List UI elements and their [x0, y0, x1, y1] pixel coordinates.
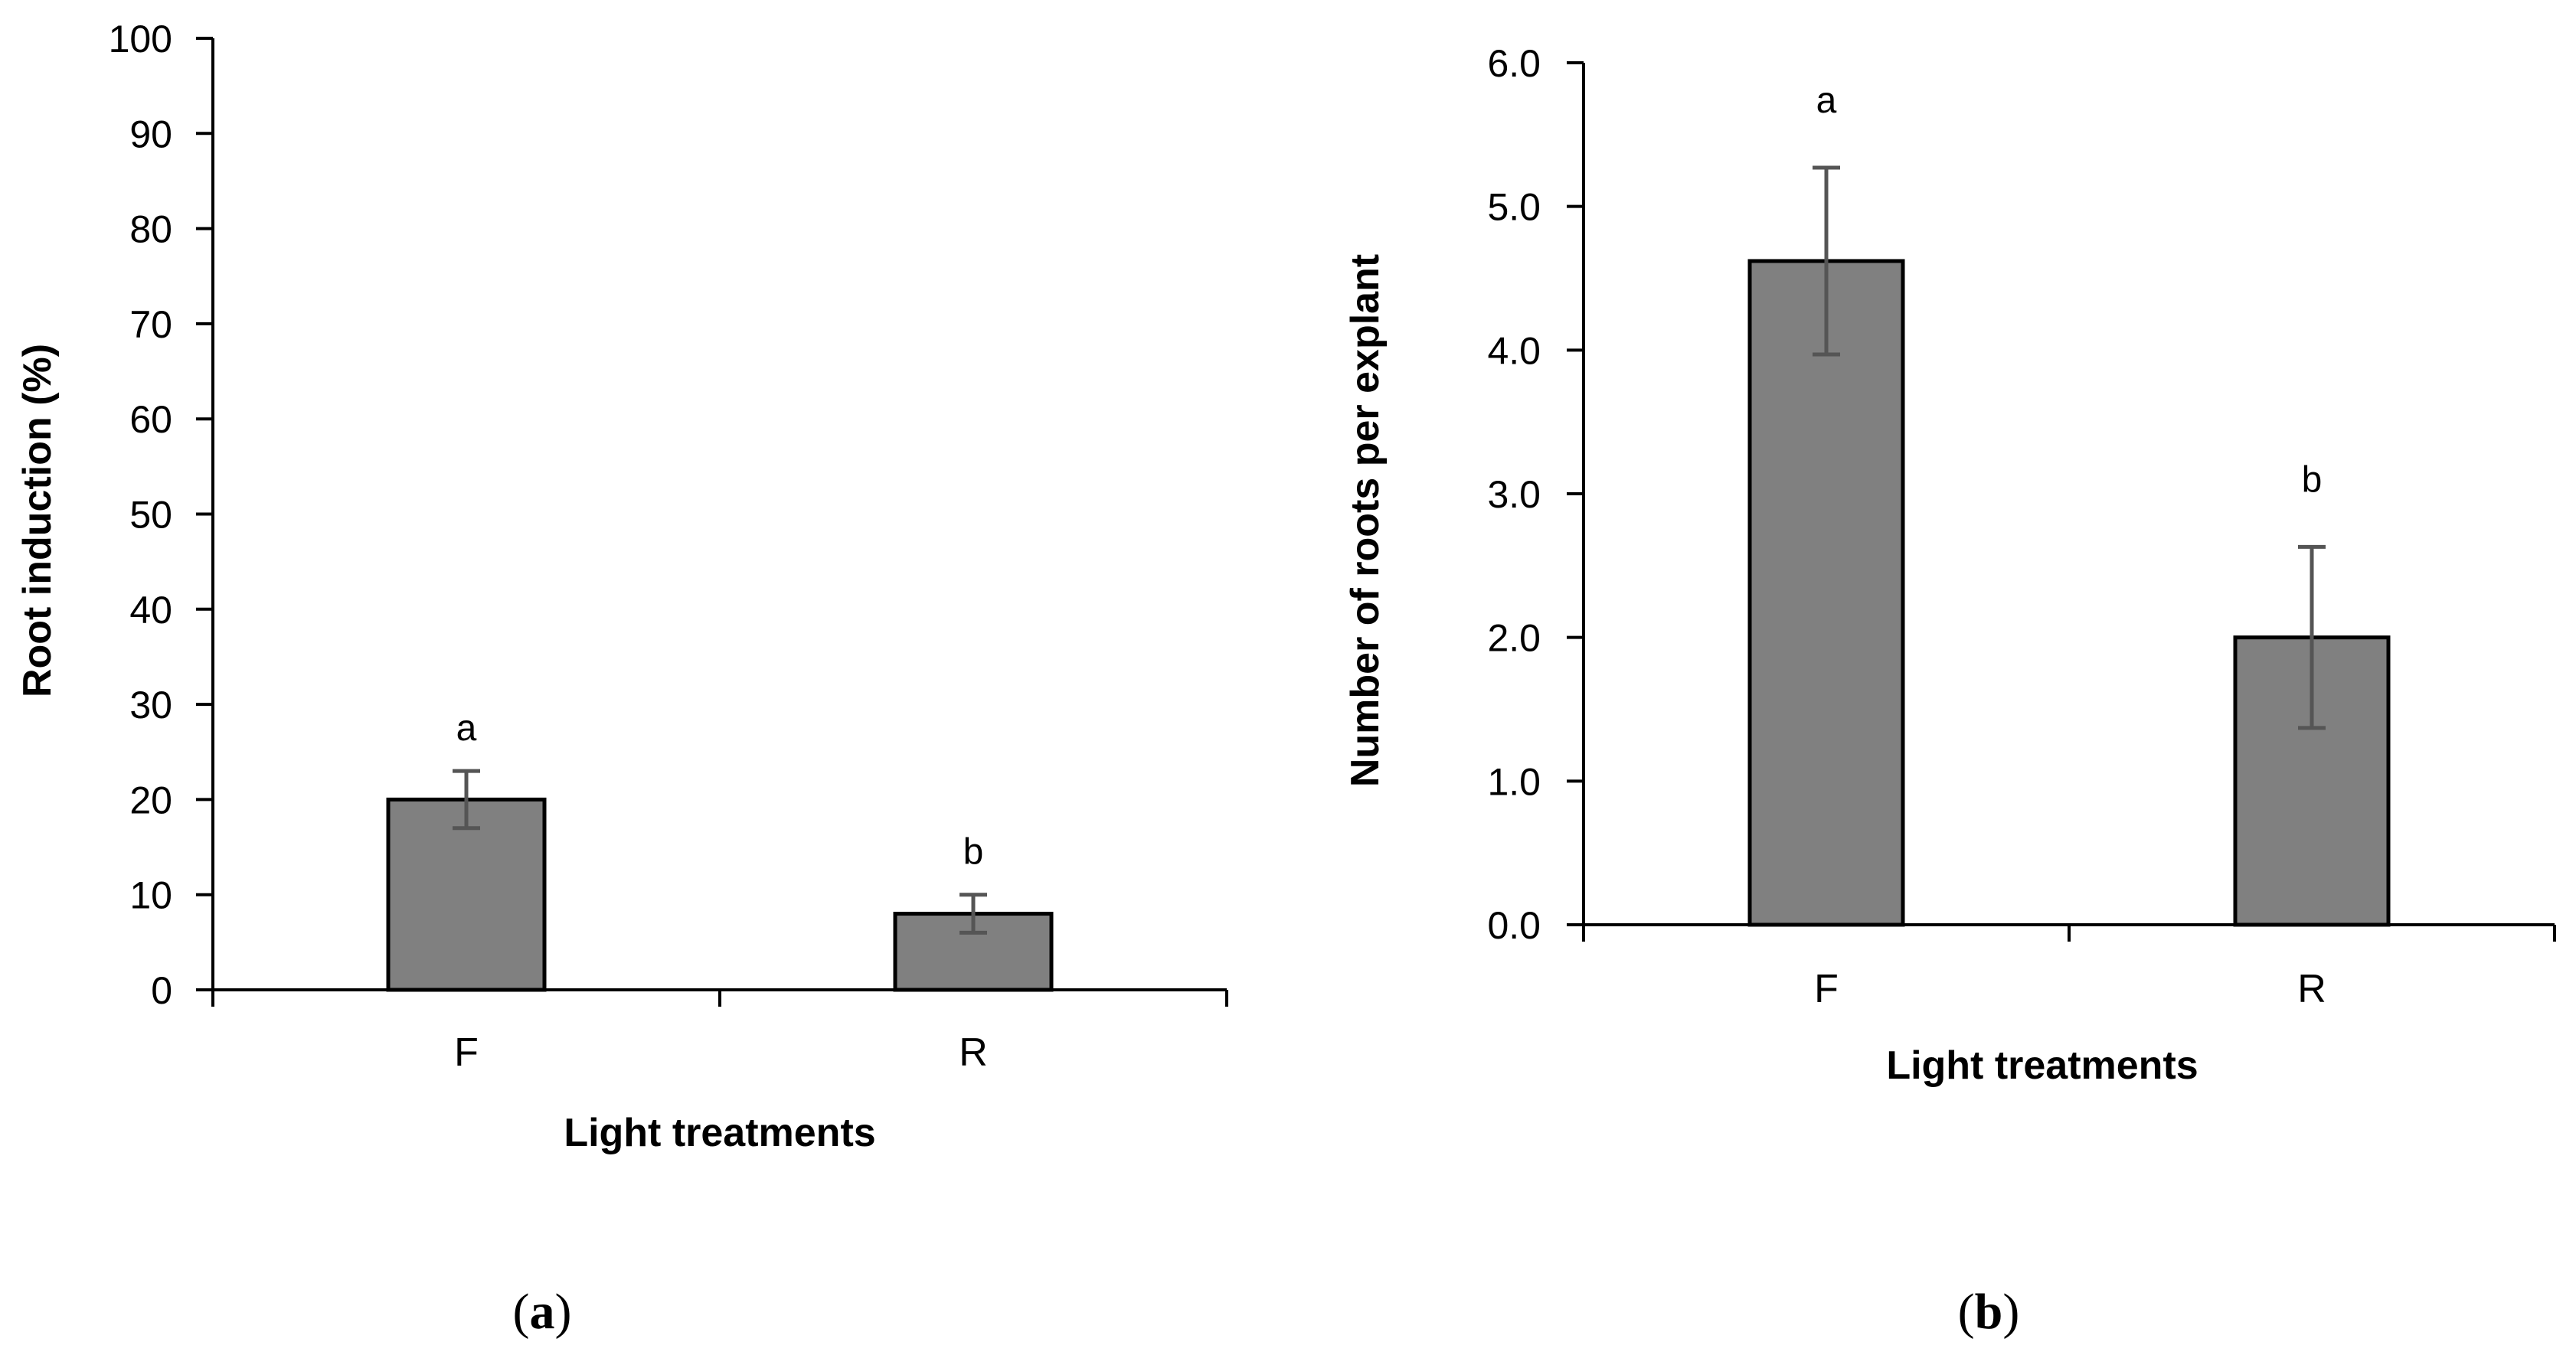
panel-a-y-tick-label: 60 [129, 398, 172, 441]
panel-b-y-tick-label: 2.0 [1487, 617, 1541, 660]
panel-b-significance-label-R: b [2302, 459, 2323, 500]
panel-a-y-tick-label: 100 [109, 18, 172, 60]
panel-a-y-tick-label: 0 [151, 969, 172, 1012]
panel-a-xlabel: Light treatments [564, 1111, 875, 1155]
panel-b-significance-label-F: a [1816, 80, 1837, 121]
panel-a-y-tick-label: 10 [129, 874, 172, 917]
panel-a-y-tick-label: 80 [129, 208, 172, 251]
panel-b-label: (b) [1958, 1284, 2020, 1340]
panel-a-label: (a) [513, 1284, 572, 1340]
panel-a-y-tick-label: 30 [129, 684, 172, 726]
panel-a-y-tick-label: 20 [129, 779, 172, 821]
panel-b-chart: Number of roots per explant Light treatm… [1343, 42, 2556, 1340]
panel-a-y-tick-label: 40 [129, 589, 172, 632]
panel-a-ylabel: Root induction (%) [15, 344, 60, 697]
panel-a-chart: Root induction (%) Light treatments (a) … [15, 18, 1228, 1340]
panel-b-y-tick-label: 3.0 [1487, 473, 1541, 516]
panel-b-category-label-R: R [2297, 967, 2326, 1011]
panel-a-category-label-R: R [959, 1030, 988, 1075]
panel-a-significance-label-R: b [963, 832, 984, 873]
panel-b-y-tick-label: 1.0 [1487, 760, 1541, 803]
panel-b-y-tick-label: 5.0 [1487, 186, 1541, 229]
panel-b-xlabel: Light treatments [1886, 1043, 2198, 1088]
panel-a-significance-label-F: a [456, 708, 477, 749]
panel-a-y-tick-label: 90 [129, 113, 172, 155]
panel-a-y-tick-label: 70 [129, 303, 172, 346]
panel-b-y-tick-label: 4.0 [1487, 329, 1541, 372]
panel-b-bar-F [1747, 259, 1905, 927]
panel-b-y-tick-label: 0.0 [1487, 904, 1541, 947]
panel-b-ylabel: Number of roots per explant [1343, 254, 1388, 787]
panel-a-y-tick-label: 50 [129, 494, 172, 537]
panel-a-category-label-F: F [454, 1030, 479, 1075]
panel-a-bar-F [386, 797, 547, 992]
panel-b-y-tick-label: 6.0 [1487, 42, 1541, 85]
panel-b-category-label-F: F [1814, 967, 1839, 1011]
